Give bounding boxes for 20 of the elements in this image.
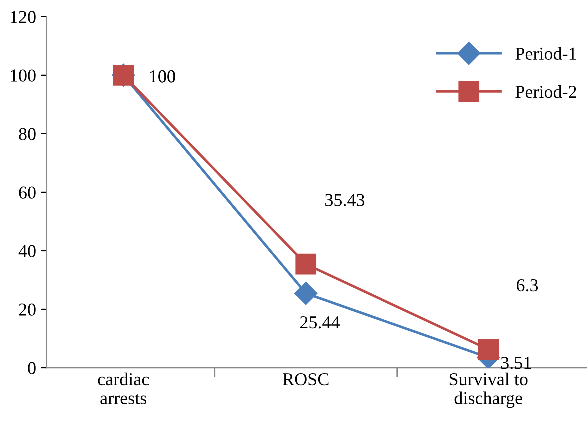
y-tick-label: 120	[11, 11, 36, 24]
x-tick-label: Survival to discharge	[450, 372, 528, 408]
y-tick-label: 80	[19, 128, 36, 140]
point	[478, 339, 500, 360]
y-tick-label: 20	[19, 304, 36, 316]
data-label: 100	[150, 70, 176, 83]
data-label: 3.51	[501, 357, 532, 370]
point	[294, 282, 318, 306]
legend-label: Period-1	[516, 47, 576, 60]
y-tick-label: 40	[18, 245, 36, 258]
data-label: 25.44	[300, 316, 340, 329]
y-tick-label: 60	[19, 186, 36, 199]
data-label: 35.43	[326, 194, 365, 206]
point	[296, 254, 317, 275]
y-tick-label: 100	[11, 70, 36, 82]
data-label: 6.3	[516, 279, 538, 292]
x-tick-label: cardiac arrests	[98, 372, 150, 404]
x-tick-label: ROSC	[283, 373, 329, 386]
legend-label: Period-2	[516, 85, 576, 98]
y-tick-label: 0	[28, 362, 36, 374]
